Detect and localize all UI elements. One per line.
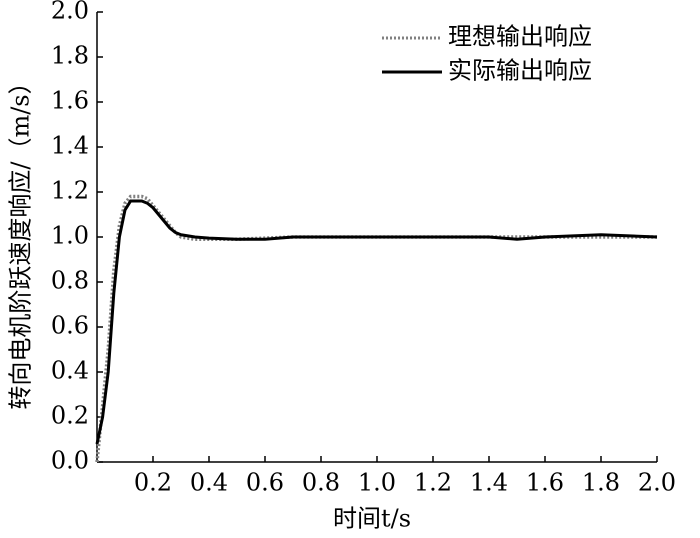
series-line — [95, 199, 658, 445]
y-tick-label: 1.6 — [51, 87, 89, 115]
y-tick-label: 0.0 — [51, 447, 89, 475]
x-tick-label: 1.4 — [470, 469, 508, 497]
x-tick-label: 0.4 — [190, 469, 228, 497]
x-tick-label: 2.0 — [638, 469, 676, 497]
x-tick-label: 1.6 — [526, 469, 564, 497]
y-tick-label: 2.0 — [51, 0, 89, 25]
x-tick-label: 0.2 — [134, 469, 172, 497]
y-tick-label: 0.4 — [51, 357, 89, 385]
y-tick-label: 1.0 — [51, 222, 89, 250]
y-tick-label: 0.2 — [51, 402, 89, 430]
x-tick-label: 1.0 — [358, 469, 396, 497]
x-axis-label: 时间t/s — [333, 505, 411, 533]
y-tick-label: 1.4 — [51, 132, 89, 160]
legend-label: 实际输出响应 — [448, 57, 592, 85]
y-axis-label: 转向电机阶跃速度响应/（m/s） — [7, 70, 35, 409]
y-tick-label: 1.2 — [51, 177, 89, 205]
x-tick-label: 0.6 — [246, 469, 284, 497]
x-tick-label: 1.2 — [414, 469, 452, 497]
y-tick-label: 1.8 — [51, 42, 89, 70]
y-tick-label: 0.8 — [51, 267, 89, 295]
y-tick-label: 0.6 — [51, 312, 89, 340]
x-tick-label: 0.8 — [302, 469, 340, 497]
legend-label: 理想输出响应 — [448, 23, 592, 51]
x-tick-label: 1.8 — [582, 469, 620, 497]
